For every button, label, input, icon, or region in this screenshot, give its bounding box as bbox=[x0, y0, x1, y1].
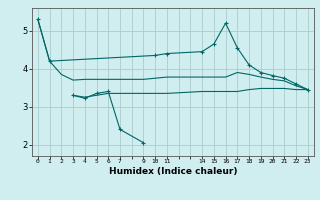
X-axis label: Humidex (Indice chaleur): Humidex (Indice chaleur) bbox=[108, 167, 237, 176]
